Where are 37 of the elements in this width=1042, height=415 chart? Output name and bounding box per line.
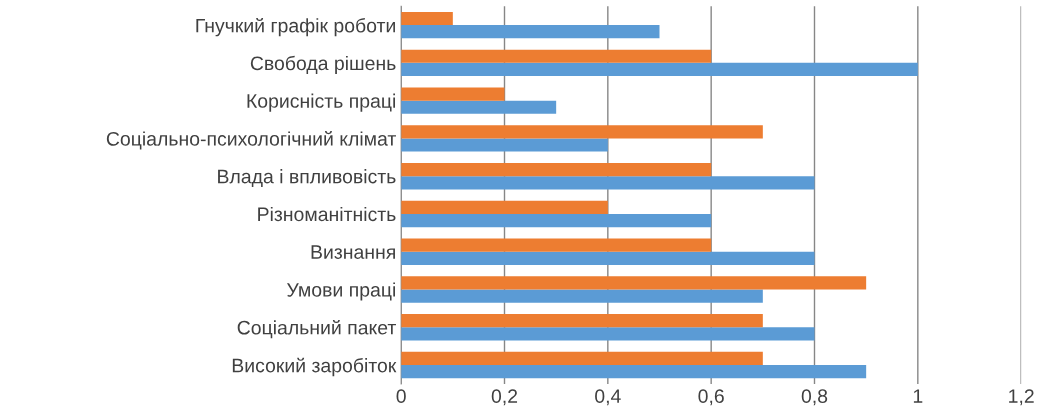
y-tick-label: Різноманітність <box>258 206 396 222</box>
bar <box>401 314 763 328</box>
bar <box>401 25 660 39</box>
bar <box>401 162 712 177</box>
bar <box>401 49 712 63</box>
y-tick-label: Соціально-психологічний клімат <box>106 131 396 150</box>
y-tick-label: Високий заробіток <box>232 357 397 377</box>
bar <box>401 351 763 365</box>
x-tick-label: 0,2 <box>491 389 518 406</box>
x-tick-label: 0,8 <box>801 389 828 406</box>
bar <box>401 238 712 252</box>
bar <box>401 100 557 114</box>
bar <box>401 289 763 303</box>
bar <box>401 87 505 101</box>
bar <box>401 200 608 214</box>
x-tick-label: 1 <box>913 389 923 403</box>
x-tick-label: 0 <box>396 389 406 404</box>
y-tick-label: Свобода рішень <box>250 55 396 75</box>
y-tick-label: Гнучкий графік роботи <box>196 17 395 37</box>
bar <box>401 176 815 190</box>
bar <box>401 276 867 290</box>
bar <box>401 138 608 152</box>
x-tick-label: 1,2 <box>1009 389 1034 406</box>
x-tick-label: 0,6 <box>698 389 724 406</box>
bar <box>401 11 453 26</box>
bar <box>401 62 918 77</box>
bar <box>401 364 867 379</box>
bar <box>401 251 815 265</box>
bar <box>401 327 815 341</box>
bar <box>401 125 763 139</box>
y-tick-label: Влада і впливовість <box>218 169 396 188</box>
x-tick-label: 0,4 <box>595 389 621 406</box>
y-tick-label: Соціальний пакет <box>237 319 396 339</box>
y-tick-label: Умови праці <box>286 282 395 301</box>
y-tick-label: Корисність праці <box>247 93 396 112</box>
y-tick-label: Визнання <box>311 245 395 259</box>
bar <box>401 213 712 228</box>
